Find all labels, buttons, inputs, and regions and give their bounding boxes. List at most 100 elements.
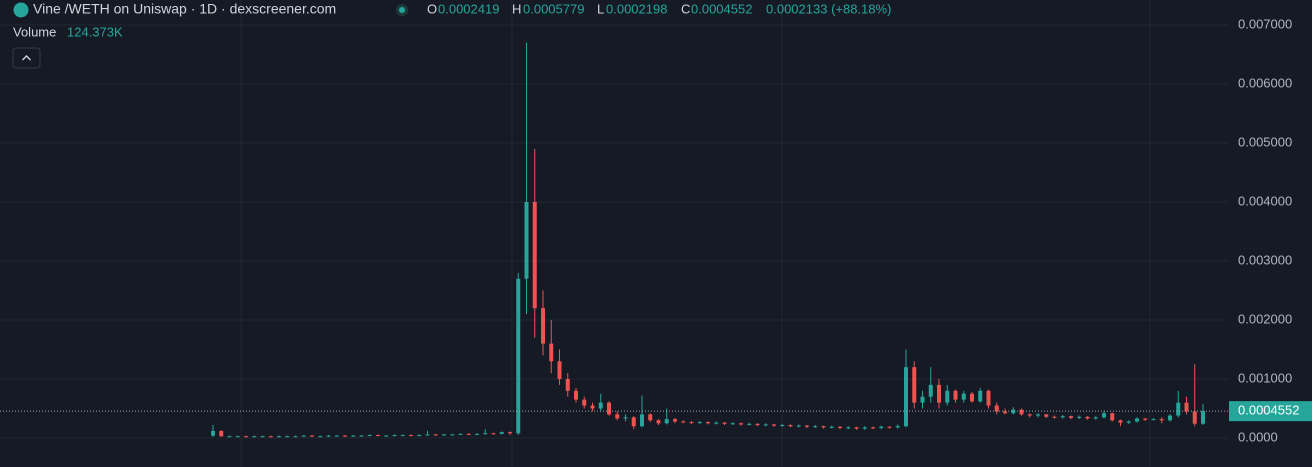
candle-body [1077, 416, 1082, 418]
candle-body [334, 435, 339, 437]
candle-body [1085, 416, 1090, 419]
candle-body [854, 427, 859, 429]
candle-body [805, 425, 809, 427]
candle-body [384, 435, 389, 437]
candle-body [887, 426, 892, 428]
candle-body [301, 435, 306, 437]
plot [0, 24, 1228, 439]
candle-body [1135, 418, 1139, 422]
collapse-icon [22, 55, 31, 61]
candle-body [623, 417, 628, 419]
high-value: 0.0005779 [523, 1, 584, 16]
candle-body [838, 426, 842, 428]
candle-body [425, 434, 430, 436]
candle-body [1102, 413, 1106, 418]
token-logo [13, 2, 29, 18]
y-tick-label: 0.005000 [1238, 134, 1292, 149]
candle-body [928, 384, 933, 397]
y-tick-label: 0.004000 [1238, 193, 1292, 208]
candle-body [458, 433, 463, 435]
volume-value: 124.373K [67, 24, 123, 39]
candle-body [706, 422, 710, 424]
volume-label: Volume [13, 24, 56, 39]
y-tick-label: 0.0000 [1238, 429, 1278, 444]
candle-body [1126, 421, 1131, 423]
close-value: 0.0004552 [691, 1, 752, 16]
candle-body [664, 419, 669, 424]
candle-body [821, 426, 826, 428]
candle-body [895, 426, 900, 428]
candle-body [714, 422, 719, 424]
candle-body [1176, 402, 1181, 416]
candle-body [318, 436, 323, 438]
candle-body [442, 434, 446, 436]
candle-body [1060, 416, 1065, 418]
candle-body [912, 367, 917, 403]
candle-body [499, 432, 504, 434]
low-value: 0.0002198 [606, 1, 667, 16]
candle-body [772, 424, 776, 426]
candle-body [862, 427, 867, 429]
candle-body [590, 405, 595, 409]
candle-body [326, 435, 331, 437]
candle-body [871, 427, 875, 429]
candle-body [763, 424, 768, 426]
candle-body [730, 423, 735, 425]
candle-body [681, 421, 686, 423]
candle-body [1184, 402, 1189, 412]
candle-body [1143, 418, 1148, 420]
last-price-tag [1229, 401, 1312, 422]
candle-body [1118, 420, 1123, 423]
candle-body [310, 435, 314, 437]
candle-body [1044, 414, 1049, 417]
low-label: L [597, 1, 604, 16]
candle-body [640, 414, 644, 427]
candle-body [293, 436, 298, 438]
candle-body [796, 425, 801, 427]
candle-body [582, 399, 587, 406]
candle-body [1151, 419, 1156, 421]
high-label: H [512, 1, 521, 16]
candle-body [268, 436, 273, 438]
close-label: C [681, 1, 690, 16]
candle-body [244, 436, 248, 438]
candle-body [953, 390, 958, 400]
candle-body [1159, 419, 1164, 421]
candle-body [433, 434, 438, 436]
candle-body [466, 433, 471, 435]
status-dot [399, 7, 405, 13]
open-label: O [427, 1, 437, 16]
candle-body [879, 426, 884, 428]
candle-body [747, 423, 752, 425]
candle-body [1069, 416, 1073, 418]
candle-body [739, 423, 743, 425]
candle-body [574, 390, 578, 400]
candle-body [227, 436, 232, 438]
candle-body [219, 430, 224, 437]
candle-body [252, 436, 257, 438]
candle-body [211, 430, 215, 436]
candle-body [904, 367, 908, 427]
candle-body [565, 379, 570, 391]
candle-body [376, 435, 380, 437]
candle-body [978, 390, 983, 402]
y-tick-label: 0.003000 [1238, 252, 1292, 267]
open-value: 0.0002419 [438, 1, 499, 16]
candle-body [359, 435, 364, 437]
candle-body [846, 427, 851, 429]
candle-body [920, 396, 925, 403]
collapse-button[interactable] [12, 47, 41, 69]
y-tick-label: 0.006000 [1238, 75, 1292, 90]
y-tick-label: 0.002000 [1238, 311, 1292, 326]
candle-body [450, 434, 455, 436]
candle-body [780, 425, 785, 427]
candle-body [722, 422, 727, 424]
candle-body [235, 436, 240, 438]
candle-body [557, 361, 562, 379]
candle-body [1019, 409, 1024, 415]
candle-body [475, 433, 479, 435]
candle-body [285, 436, 290, 438]
